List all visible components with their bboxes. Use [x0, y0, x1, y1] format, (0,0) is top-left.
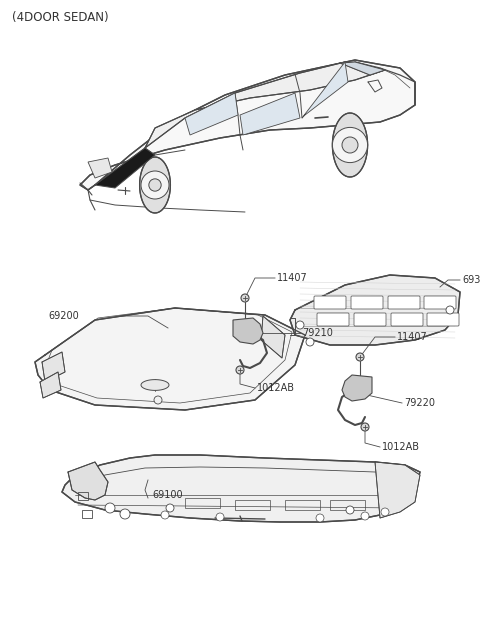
Circle shape: [381, 508, 389, 516]
Circle shape: [154, 396, 162, 404]
Polygon shape: [88, 158, 112, 178]
Bar: [82, 510, 92, 518]
Text: 69100: 69100: [152, 490, 182, 500]
Polygon shape: [185, 93, 238, 135]
Circle shape: [216, 513, 224, 521]
Polygon shape: [80, 60, 415, 190]
Polygon shape: [140, 157, 170, 213]
Circle shape: [105, 503, 115, 513]
Circle shape: [361, 423, 369, 431]
FancyBboxPatch shape: [391, 313, 423, 326]
Text: 1012AB: 1012AB: [382, 442, 420, 452]
Circle shape: [356, 353, 364, 361]
Polygon shape: [68, 462, 108, 500]
Bar: [185, 498, 220, 508]
Bar: [285, 500, 320, 510]
Circle shape: [236, 366, 244, 374]
Polygon shape: [261, 316, 285, 358]
Circle shape: [141, 171, 169, 199]
FancyBboxPatch shape: [388, 296, 420, 309]
Text: 79220: 79220: [404, 398, 435, 408]
Polygon shape: [333, 113, 368, 177]
FancyBboxPatch shape: [424, 296, 456, 309]
Text: 11407: 11407: [277, 273, 308, 283]
Polygon shape: [42, 352, 65, 382]
Polygon shape: [340, 62, 385, 75]
Bar: [330, 500, 365, 510]
Polygon shape: [62, 455, 420, 522]
Circle shape: [296, 321, 304, 329]
Text: 11407: 11407: [397, 332, 428, 342]
Circle shape: [149, 179, 161, 191]
Text: 79210: 79210: [302, 328, 333, 338]
Polygon shape: [40, 372, 61, 398]
Circle shape: [166, 504, 174, 512]
Circle shape: [120, 509, 130, 519]
FancyBboxPatch shape: [317, 313, 349, 326]
FancyBboxPatch shape: [354, 313, 386, 326]
Circle shape: [306, 338, 314, 346]
Polygon shape: [95, 148, 155, 188]
Polygon shape: [35, 308, 305, 410]
Circle shape: [361, 512, 369, 520]
Circle shape: [161, 511, 169, 519]
Polygon shape: [290, 275, 460, 345]
Circle shape: [446, 306, 454, 314]
Polygon shape: [141, 380, 169, 391]
Circle shape: [332, 128, 368, 163]
FancyBboxPatch shape: [351, 296, 383, 309]
Text: 69200: 69200: [48, 311, 79, 321]
Circle shape: [342, 137, 358, 153]
Circle shape: [241, 294, 249, 302]
Circle shape: [346, 506, 354, 514]
Polygon shape: [302, 62, 348, 118]
FancyBboxPatch shape: [314, 296, 346, 309]
Text: (4DOOR SEDAN): (4DOOR SEDAN): [12, 11, 108, 25]
Circle shape: [316, 514, 324, 522]
Polygon shape: [342, 375, 372, 401]
Bar: [235, 500, 270, 510]
FancyBboxPatch shape: [427, 313, 459, 326]
Polygon shape: [375, 462, 420, 518]
Polygon shape: [233, 318, 263, 344]
Polygon shape: [240, 93, 300, 135]
Polygon shape: [145, 62, 385, 148]
Text: 1012AB: 1012AB: [257, 383, 295, 393]
Text: 69301: 69301: [462, 275, 480, 285]
Bar: [78, 492, 88, 500]
